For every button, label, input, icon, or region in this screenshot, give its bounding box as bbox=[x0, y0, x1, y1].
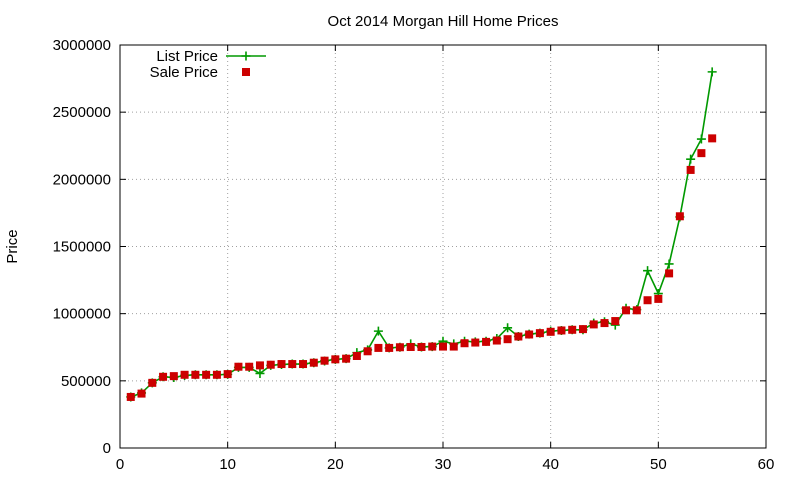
x-tick-label: 30 bbox=[435, 456, 452, 473]
legend-marker-sale-price bbox=[242, 68, 250, 76]
sale-price-point bbox=[148, 378, 157, 387]
sale-price-point bbox=[417, 342, 426, 351]
sale-price-point bbox=[622, 306, 631, 315]
sale-price-point bbox=[697, 149, 706, 158]
sale-price-point bbox=[632, 306, 641, 315]
sale-price-point bbox=[223, 370, 232, 379]
sale-price-point bbox=[331, 355, 340, 364]
series-layer bbox=[126, 67, 717, 402]
sale-price-point bbox=[363, 347, 372, 356]
x-tick-label: 40 bbox=[542, 456, 559, 473]
sale-price-point bbox=[611, 317, 620, 326]
sale-price-point bbox=[471, 338, 480, 347]
legend-label-list-price: List Price bbox=[156, 48, 218, 65]
x-tick-label: 50 bbox=[650, 456, 667, 473]
sale-price-point bbox=[460, 339, 469, 348]
sale-price-point bbox=[255, 361, 264, 370]
sale-price-point bbox=[245, 362, 254, 371]
sale-price-point bbox=[374, 343, 383, 352]
x-tick-label: 20 bbox=[327, 456, 344, 473]
sale-price-point bbox=[395, 343, 404, 352]
sale-price-point bbox=[492, 336, 501, 345]
sale-price-point bbox=[535, 329, 544, 338]
sale-price-point bbox=[578, 325, 587, 334]
y-tick-label: 2500000 bbox=[53, 104, 111, 121]
sale-price-point bbox=[212, 370, 221, 379]
x-tick-label: 60 bbox=[758, 456, 775, 473]
y-tick-label: 1500000 bbox=[53, 239, 111, 256]
sale-price-point bbox=[449, 342, 458, 351]
sale-price-point bbox=[299, 360, 308, 369]
sale-price-point bbox=[385, 343, 394, 352]
sale-price-point bbox=[546, 327, 555, 336]
y-tick-label: 500000 bbox=[61, 373, 111, 390]
sale-price-point bbox=[428, 342, 437, 351]
sale-price-point bbox=[137, 389, 146, 398]
y-tick-label: 0 bbox=[103, 440, 111, 457]
sale-price-point bbox=[266, 360, 275, 369]
sale-price-point bbox=[514, 332, 523, 341]
sale-price-point bbox=[568, 325, 577, 334]
sale-price-point bbox=[503, 335, 512, 344]
sale-price-point bbox=[665, 269, 674, 278]
axis-ticks bbox=[119, 44, 767, 449]
y-tick-label: 3000000 bbox=[53, 37, 111, 54]
y-tick-label: 1000000 bbox=[53, 306, 111, 323]
sale-price-point bbox=[439, 342, 447, 351]
legend: List Price Sale Price bbox=[150, 48, 266, 81]
sale-price-point bbox=[277, 360, 286, 369]
legend-marker-list-price bbox=[241, 51, 251, 61]
sale-price-point bbox=[557, 326, 566, 335]
sale-price-point bbox=[169, 372, 178, 381]
sale-price-point bbox=[708, 134, 717, 143]
sale-price-point bbox=[191, 370, 200, 379]
sale-price-point bbox=[180, 370, 189, 379]
sale-price-point bbox=[525, 330, 534, 339]
sale-price-point bbox=[686, 165, 695, 174]
sale-price-point bbox=[320, 356, 329, 365]
sale-price-point bbox=[342, 354, 351, 363]
sale-price-point bbox=[654, 294, 663, 303]
list-price-point bbox=[696, 134, 706, 144]
x-tick-label: 10 bbox=[219, 456, 236, 473]
chart-title: Oct 2014 Morgan Hill Home Prices bbox=[328, 13, 559, 30]
sale-price-point bbox=[352, 351, 361, 360]
list-price-point bbox=[373, 326, 383, 336]
list-price-point bbox=[255, 368, 265, 378]
sale-price-point bbox=[675, 212, 684, 221]
y-tick-label: 2000000 bbox=[53, 171, 111, 188]
sale-price-point bbox=[482, 337, 491, 346]
sale-price-point bbox=[643, 296, 652, 305]
sale-price-point bbox=[600, 319, 609, 328]
sale-price-point bbox=[159, 372, 168, 381]
sale-price-point bbox=[288, 360, 297, 369]
legend-label-sale-price: Sale Price bbox=[150, 64, 218, 81]
sale-price-point bbox=[406, 342, 415, 351]
x-tick-label: 0 bbox=[116, 456, 124, 473]
sale-price-point bbox=[309, 358, 318, 367]
grid-lines bbox=[120, 45, 766, 448]
sale-price-point bbox=[126, 392, 135, 401]
x-tick-labels: 0 10 20 30 40 50 60 bbox=[116, 456, 775, 473]
sale-price-point bbox=[234, 362, 243, 371]
sale-price-point bbox=[589, 320, 598, 329]
list-price-point bbox=[707, 67, 717, 77]
list-price-point bbox=[686, 154, 696, 164]
list-price-point bbox=[503, 323, 513, 333]
y-axis-label: Price bbox=[4, 229, 21, 263]
sale-price-point bbox=[202, 370, 211, 379]
list-price-point bbox=[643, 266, 653, 276]
y-tick-labels: 0 500000 1000000 1500000 2000000 2500000 30000… bbox=[53, 37, 111, 457]
list-price-point bbox=[664, 259, 674, 269]
